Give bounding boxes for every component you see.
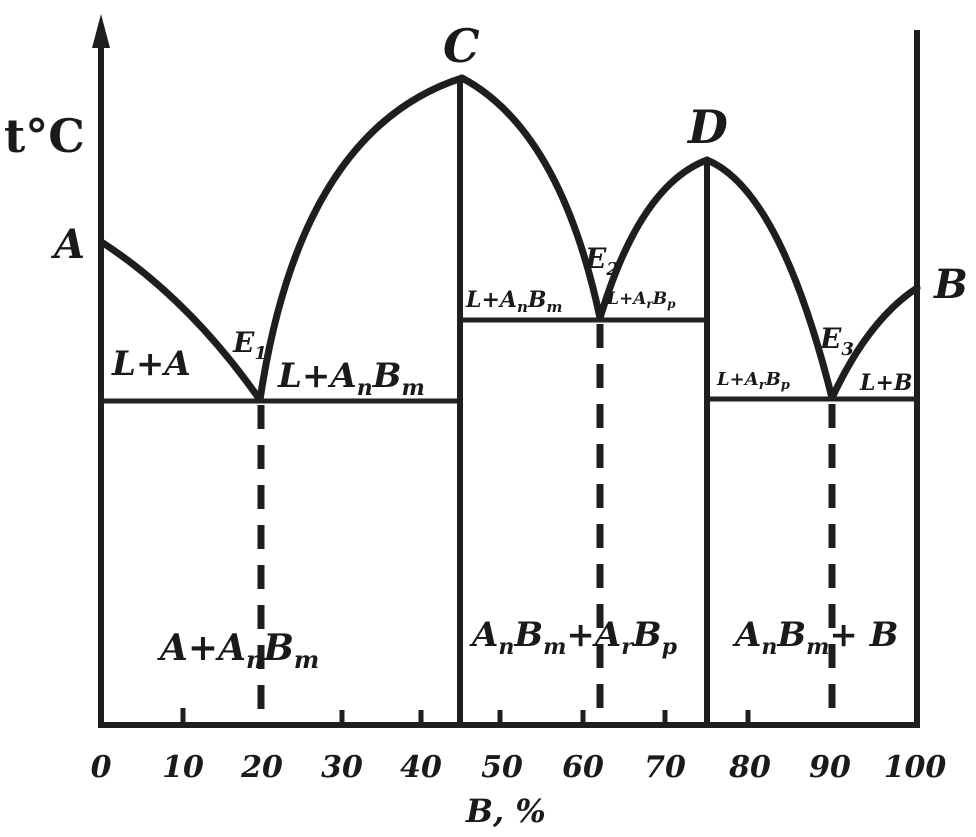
point-b-label: B: [933, 261, 968, 308]
axes: [92, 14, 920, 728]
region-liquid-anbm-right: L+AnBm: [465, 287, 562, 316]
tick-label-10: 10: [162, 750, 204, 785]
point-d-label: D: [686, 100, 728, 154]
region-liquid-arbp-right: L+ArBp: [716, 369, 790, 393]
tick-label-100: 100: [884, 750, 947, 785]
point-e2-label: E2: [584, 242, 619, 280]
point-e3-label: E3: [819, 322, 854, 360]
tick-label-40: 40: [400, 750, 442, 785]
tick-label-50: 50: [481, 750, 523, 785]
point-c-label: C: [443, 19, 480, 73]
y-axis-arrow: [92, 14, 110, 48]
liquidus-a-e1: [99, 239, 264, 404]
y-axis-label: t°C: [4, 109, 85, 163]
tick-label-80: 80: [728, 750, 771, 785]
region-liquid-b: L+B: [859, 370, 913, 396]
liquidus: [99, 74, 921, 404]
point-e1-label: E1: [232, 326, 267, 364]
isotherms: [101, 317, 917, 404]
region-solid-anbm-b: AnBm+ B: [732, 615, 898, 660]
point-a-label: A: [50, 221, 85, 268]
tick-label-60: 60: [562, 750, 604, 785]
tick-label-30: 30: [321, 750, 363, 785]
tick-label-70: 70: [644, 750, 686, 785]
tick-label-90: 90: [809, 750, 851, 785]
liquidus-c-e2: [458, 74, 604, 322]
tick-label-20: 20: [240, 750, 283, 785]
region-liquid-anbm-left: L+AnBm: [277, 356, 425, 401]
eutectic-lines: [257, 324, 836, 725]
x-ticks: [180, 708, 751, 725]
liquidus-d-e3: [703, 156, 836, 402]
x-axis-label: B, %: [465, 792, 546, 830]
region-liquid-arbp-left: L+ArBp: [606, 289, 676, 311]
region-solid-anbm-arbp: AnBm+ArBp: [469, 615, 678, 660]
liquidus-e2-d: [596, 156, 711, 322]
liquidus-e1-c: [256, 74, 466, 404]
tick-label-0: 0: [91, 750, 112, 785]
compound-lines: [457, 78, 710, 728]
liquidus-e3-b: [828, 284, 921, 402]
region-liquid-a: L+A: [111, 344, 191, 384]
x-tick-labels: 0 10 20 30 40 50 60 70 80 90 100: [91, 750, 947, 785]
region-solid-a-anbm: A+AnBm: [157, 627, 319, 674]
